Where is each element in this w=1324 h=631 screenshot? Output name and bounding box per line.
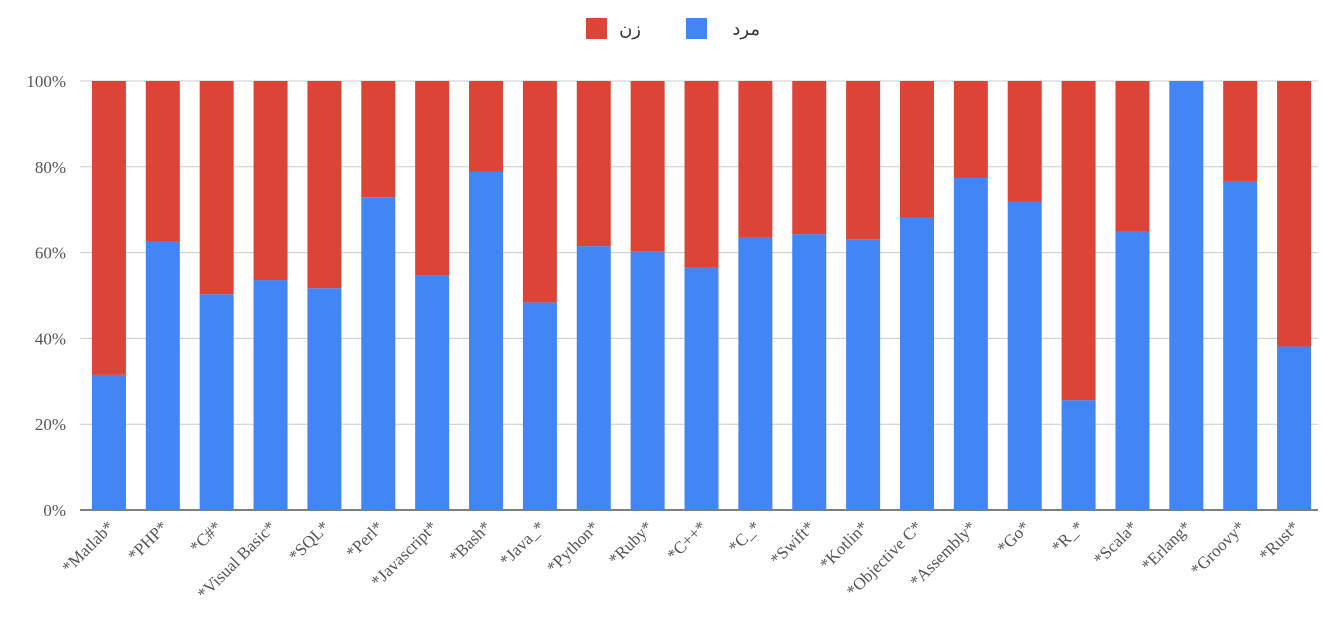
bar-segment bbox=[1007, 201, 1042, 510]
x-tick-label: *Matlab* bbox=[58, 517, 118, 577]
bar-segment bbox=[684, 81, 719, 268]
bar-segment bbox=[1169, 81, 1204, 510]
x-tick-label: *Java_* bbox=[496, 517, 549, 570]
x-tick-label: *Ruby* bbox=[605, 517, 657, 569]
y-tick-label: 40% bbox=[35, 329, 66, 348]
bar-segment bbox=[630, 251, 665, 510]
bar-segment bbox=[145, 81, 180, 242]
bar-segment bbox=[738, 81, 773, 238]
bar-segment bbox=[846, 81, 881, 240]
bar-segment bbox=[145, 241, 180, 510]
legend-label: مرد bbox=[732, 19, 760, 40]
y-tick-label: 20% bbox=[35, 415, 66, 434]
x-tick-label: *Scala* bbox=[1090, 517, 1141, 568]
x-tick-label: *Bash* bbox=[445, 517, 494, 566]
legend-swatch bbox=[686, 18, 707, 39]
x-tick-label: *Python* bbox=[543, 517, 603, 577]
bar-segment bbox=[522, 302, 557, 510]
bar-segment bbox=[253, 81, 288, 281]
legend: زن مرد bbox=[586, 18, 760, 40]
x-tick-label: *C#* bbox=[186, 517, 225, 556]
bar-segment bbox=[199, 294, 234, 510]
bar-segment bbox=[1277, 81, 1312, 347]
x-tick-label: *Rust* bbox=[1255, 517, 1303, 565]
y-tick-label: 100% bbox=[26, 72, 66, 91]
y-tick-label: 80% bbox=[35, 158, 66, 177]
x-tick-label: *Perl* bbox=[342, 517, 387, 562]
bar-segment bbox=[1061, 400, 1096, 510]
bar-segment bbox=[1277, 346, 1312, 510]
x-tick-label: *Groovy* bbox=[1187, 517, 1249, 579]
bar-segment bbox=[576, 246, 611, 511]
bar-segment bbox=[307, 288, 342, 510]
bar-segment bbox=[522, 81, 557, 303]
bar-segment bbox=[684, 267, 719, 510]
x-tick-label: *PHP* bbox=[124, 517, 172, 565]
bar-segment bbox=[899, 81, 934, 218]
bar-segment bbox=[792, 234, 827, 510]
bar-segment bbox=[846, 239, 881, 510]
x-tick-label: *C_* bbox=[725, 517, 764, 556]
bar-segment bbox=[1223, 81, 1258, 181]
x-axis: *Matlab* *PHP* *C#**Visual Basic* *SQL* *Per… bbox=[58, 517, 1303, 603]
bar-segment bbox=[199, 81, 234, 295]
bar-segment bbox=[1115, 81, 1150, 232]
y-tick-label: 0% bbox=[43, 501, 66, 520]
bar-segment bbox=[1223, 180, 1258, 510]
bar-segment bbox=[1115, 231, 1150, 511]
bar-segment bbox=[361, 197, 396, 510]
bar-segment bbox=[91, 374, 126, 510]
legend-swatch bbox=[586, 18, 607, 39]
bar-segment bbox=[576, 81, 611, 247]
bar-segment bbox=[91, 81, 126, 375]
bar-segment bbox=[253, 280, 288, 510]
bar-segment bbox=[899, 217, 934, 510]
x-tick-label: *R_* bbox=[1048, 517, 1087, 556]
bar-segment bbox=[1007, 81, 1042, 202]
bar-segment bbox=[1061, 81, 1096, 401]
bar-segment bbox=[792, 81, 827, 235]
bar-segment bbox=[953, 81, 988, 178]
bar-segment bbox=[738, 237, 773, 510]
x-tick-label: *SQL* bbox=[285, 517, 333, 565]
x-tick-label: *C++* bbox=[663, 517, 710, 564]
bar-segment bbox=[361, 81, 396, 198]
legend-label: زن bbox=[619, 19, 641, 40]
bar-segment bbox=[469, 81, 504, 172]
bar-segment bbox=[630, 81, 665, 252]
bar-segment bbox=[307, 81, 342, 289]
x-tick-label: *Swift* bbox=[767, 517, 819, 569]
y-tick-label: 60% bbox=[35, 244, 66, 263]
x-tick-label: *Go* bbox=[993, 517, 1033, 557]
bar-segment bbox=[469, 171, 504, 510]
y-axis: 0% 20% 40% 60% 80% 100% bbox=[26, 72, 66, 520]
bar-segment bbox=[953, 177, 988, 511]
bars bbox=[91, 81, 1312, 511]
bar-segment bbox=[415, 275, 450, 510]
bar-segment bbox=[415, 81, 450, 276]
